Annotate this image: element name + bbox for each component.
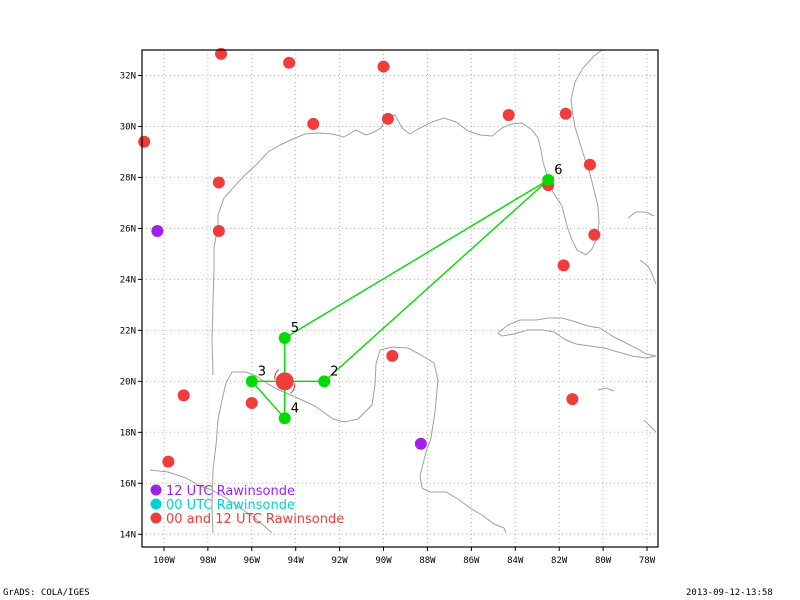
flight-point	[318, 375, 331, 388]
lon-tick-label: 86W	[463, 556, 480, 566]
station-00-12utc	[212, 224, 225, 237]
station-12utc	[414, 437, 427, 450]
lat-tick-label: 24N	[120, 275, 136, 285]
station-00-12utc	[245, 396, 258, 409]
plot-frame	[141, 49, 659, 548]
coastline-bahamas	[627, 211, 655, 219]
lat-tick-label: 22N	[120, 326, 136, 336]
station-00-12utc	[212, 176, 225, 189]
lat-tick-label: 20N	[120, 377, 136, 387]
flight-point-label: 2	[330, 364, 338, 379]
legend-label: 12 UTC Rawinsonde	[166, 484, 295, 499]
lat-tick-label: 18N	[120, 428, 136, 438]
lon-tick-label: 90W	[375, 556, 392, 566]
station-00-12utc	[502, 108, 515, 121]
lon-tick-label: 96W	[244, 556, 261, 566]
flight-point-label: 3	[258, 364, 266, 379]
flight-point	[278, 412, 291, 425]
legend-marker	[150, 512, 162, 524]
lon-tick-label: 94W	[288, 556, 305, 566]
lat-tick-label: 30N	[120, 122, 136, 132]
flight-point-label: 4	[291, 401, 299, 416]
legend-marker	[150, 498, 162, 510]
station-00-12utc	[162, 455, 175, 468]
station-00-12utc	[588, 228, 601, 241]
footer-timestamp: 2013-09-12-13:58	[686, 588, 773, 598]
station-00-12utc	[557, 259, 570, 272]
coastline-texas-louisiana	[211, 49, 603, 376]
coastlines	[149, 49, 657, 534]
lon-tick-label: 88W	[419, 556, 436, 566]
coastline-cuba	[497, 317, 657, 359]
station-00-12utc	[381, 112, 394, 125]
station-00-12utc	[177, 389, 190, 402]
rawinsonde-stations	[138, 47, 601, 468]
station-00-12utc	[583, 158, 596, 171]
station-12utc	[151, 224, 164, 237]
coastline-jamaica	[597, 387, 615, 392]
legend-marker	[150, 484, 162, 496]
grid-lines	[142, 50, 658, 547]
lat-tick-label: 28N	[120, 173, 136, 183]
coastline-caribbean	[643, 419, 657, 433]
lat-tick-label: 26N	[120, 224, 136, 234]
coastline-gulf	[211, 346, 507, 534]
storm-symbol-arc	[290, 383, 296, 394]
lon-tick-label: 80W	[595, 556, 612, 566]
flight-point	[245, 375, 258, 388]
station-00-12utc	[559, 107, 572, 120]
lon-tick-label: 92W	[331, 556, 348, 566]
legend-label: 00 and 12 UTC Rawinsonde	[166, 512, 344, 527]
station-00-12utc	[377, 60, 390, 73]
storm-symbol-arc	[274, 368, 280, 380]
lon-tick-label: 78W	[639, 556, 656, 566]
flight-point	[278, 332, 291, 345]
lon-tick-label: 98W	[200, 556, 217, 566]
footer-credit: GrADS: COLA/IGES	[3, 588, 90, 598]
lat-tick-label: 14N	[120, 530, 136, 540]
flight-points: 2 3 4 5 6	[245, 163, 562, 425]
lon-tick-label: 82W	[551, 556, 568, 566]
lat-tick-label: 16N	[120, 479, 136, 489]
axes: 100W 98W 96W 94W 92W 90W 88W 86W 84W 82W 80W 78W 14N…	[120, 49, 659, 566]
legend-label: 00 UTC Rawinsonde	[166, 498, 295, 513]
coastline-hispaniola	[639, 259, 657, 285]
storm-center	[275, 372, 294, 391]
station-00-12utc	[307, 117, 320, 130]
flight-point	[542, 173, 555, 186]
lat-tick-label: 32N	[120, 71, 136, 81]
station-00-12utc	[215, 47, 228, 60]
coastline-central-america	[149, 469, 273, 534]
station-00-12utc	[386, 349, 399, 362]
station-00-12utc	[283, 56, 296, 69]
lon-tick-label: 100W	[153, 556, 175, 566]
flight-point-label: 5	[291, 321, 299, 336]
station-00-12utc	[566, 393, 579, 406]
station-00-12utc	[138, 135, 151, 148]
lon-tick-label: 84W	[507, 556, 524, 566]
flight-point-label: 6	[554, 163, 562, 178]
